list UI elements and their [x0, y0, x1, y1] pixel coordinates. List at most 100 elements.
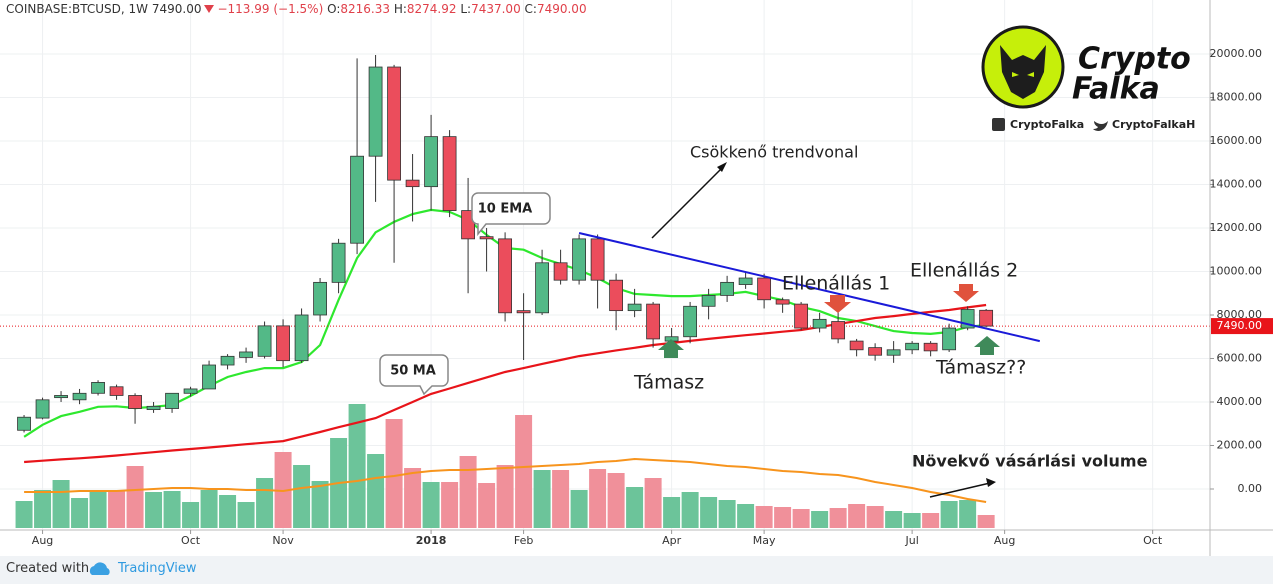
annotation: Növekvő vásárlási volume: [912, 452, 1148, 471]
volume-bar: [182, 502, 200, 528]
volume-bar: [237, 502, 255, 528]
ohlc-label: O:: [327, 2, 341, 16]
candle-body: [72, 392, 87, 401]
candle-body: [257, 325, 272, 357]
candle-body: [775, 299, 790, 305]
candle-body: [701, 295, 716, 307]
volume-bar: [459, 456, 477, 528]
callout: [471, 192, 551, 237]
annotation: Csökkenő trendvonal: [690, 143, 858, 162]
candle-body: [165, 392, 179, 409]
candle-body: [868, 347, 883, 356]
volume-bar: [570, 490, 588, 528]
arrow: [651, 165, 725, 239]
y-tick-label: 14000.00: [1210, 177, 1263, 190]
logo-text: Crypto: [1078, 42, 1191, 77]
volume-bar: [644, 478, 662, 528]
volume-bar: [52, 480, 70, 528]
facebook-icon: [992, 118, 1005, 131]
x-tick-label: May: [753, 534, 776, 547]
volume-bar: [219, 495, 237, 528]
volume-bar: [755, 506, 773, 528]
y-tick-label: 0.00: [1238, 482, 1263, 495]
header: COINBASE:BTCUSD, 1W 7490.00 −113.99 (−1.5…: [6, 2, 587, 16]
candle-body: [849, 340, 864, 351]
candle-body: [35, 399, 50, 419]
candle-body: [91, 382, 105, 394]
volume-bar: [533, 470, 551, 528]
volume-bar: [478, 483, 496, 528]
x-tick-label: 2018: [416, 534, 447, 547]
last-price-tag: [1211, 318, 1273, 335]
y-tick-label: 16000.00: [1210, 134, 1263, 147]
volume-bar: [163, 491, 181, 528]
volume-bar: [385, 419, 403, 528]
candle-body: [831, 321, 846, 340]
volume-bar: [422, 482, 440, 528]
x-tick-label: Jul: [904, 534, 918, 547]
annotation: Támasz: [633, 372, 704, 394]
candle-body: [646, 303, 661, 340]
x-tick-label: Feb: [514, 534, 533, 547]
logo-text: Falka: [1072, 72, 1160, 107]
social-handle: CryptoFalka: [1010, 118, 1084, 131]
candle-body: [239, 351, 253, 358]
candle-body: [17, 416, 31, 431]
y-tick-label: 2000.00: [1217, 438, 1263, 451]
candle-body: [350, 155, 364, 244]
annotation: Támasz??: [935, 357, 1026, 379]
y-tick-label: 4000.00: [1217, 395, 1263, 408]
candle-body: [979, 309, 994, 327]
x-tick-label: Nov: [272, 534, 294, 547]
annotation: Ellenállás 2: [910, 260, 1018, 282]
ohlc-value: 7437.00: [471, 2, 521, 16]
candle-body: [294, 314, 309, 362]
volume-bar: [441, 482, 459, 528]
x-tick-label: Oct: [181, 534, 201, 547]
volume-bar: [829, 508, 847, 528]
last-price-label: 7490.00: [1217, 319, 1263, 332]
callout-label: 10 EMA: [478, 202, 533, 217]
y-tick-label: 12000.00: [1210, 221, 1263, 234]
ohlc-label: L:: [460, 2, 472, 16]
candle-body: [442, 136, 457, 211]
candle-body: [590, 238, 605, 281]
ohlc-value: 8274.92: [406, 2, 457, 16]
candle-body: [683, 305, 698, 338]
volume-bar: [626, 487, 644, 528]
logo-eyes: [1012, 72, 1034, 77]
volume-bar: [200, 490, 218, 528]
volume-bar: [792, 509, 810, 528]
volume-bar: [774, 507, 792, 528]
volume-bar: [737, 504, 755, 528]
footer-brand[interactable]: TradingView: [118, 561, 197, 576]
candle-body: [757, 277, 772, 301]
candle-body: [479, 236, 494, 240]
volume-bar: [311, 481, 329, 528]
up-marker: [974, 336, 1000, 355]
candle-body: [405, 179, 420, 188]
candles: [17, 55, 994, 433]
chart: 0.00 2000.00 4000.00 6000.00 8000.00 10000.00…: [0, 0, 1273, 556]
volume-bar: [866, 506, 884, 528]
logo-wolf: [1000, 45, 1046, 99]
volume-bar: [145, 492, 163, 528]
volume-bar: [885, 511, 903, 528]
volume-bar: [811, 511, 829, 528]
social-handle: CryptoFalkaH: [1112, 118, 1195, 131]
y-tick-label: 8000.00: [1217, 308, 1263, 321]
candle-body: [183, 388, 198, 394]
volume-bar: [71, 498, 89, 528]
candle-body: [553, 262, 568, 281]
arrow: [929, 482, 991, 498]
candle-body: [923, 342, 938, 352]
y-tick-label: 10000.00: [1210, 264, 1263, 277]
down-marker: [953, 284, 979, 302]
candle-body: [572, 238, 586, 281]
volume-bar: [848, 504, 866, 528]
candle-body: [387, 66, 401, 181]
candle-body: [905, 342, 920, 351]
volume-bar: [663, 497, 681, 528]
candle-body: [54, 395, 68, 399]
